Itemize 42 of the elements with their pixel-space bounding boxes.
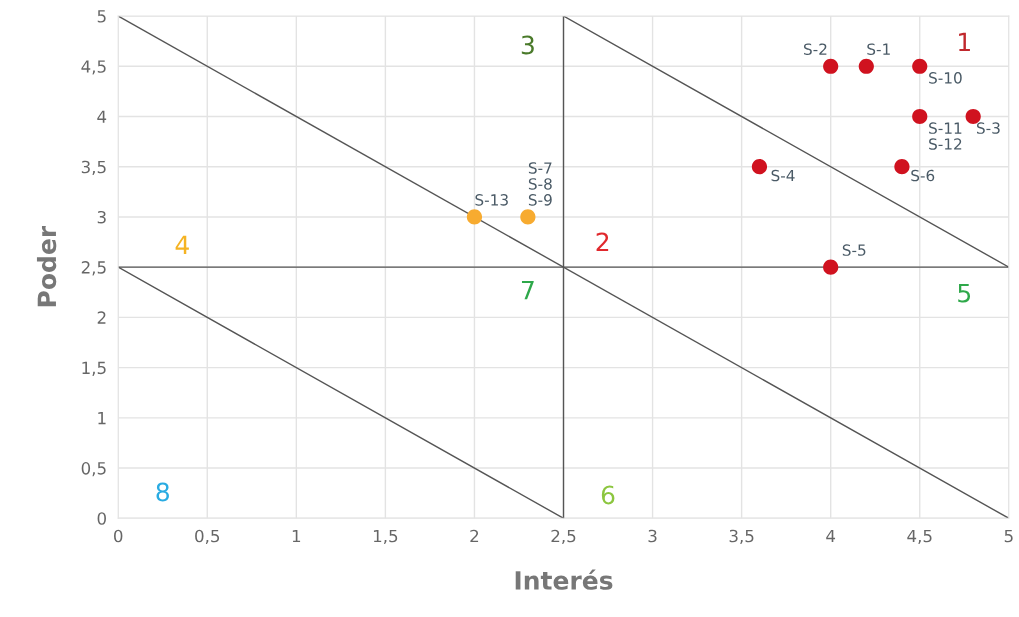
annotation: 1 — [959, 32, 970, 52]
y-axis-title: Poder — [36, 225, 57, 307]
x-tick-label: 2 — [470, 529, 479, 543]
x-tick-label: 4,5 — [907, 529, 932, 544]
x-axis-title: Interés — [515, 569, 613, 590]
x-tick-label: 3 — [648, 529, 657, 543]
data-label: S-11 S-12 — [929, 122, 962, 150]
annotation: 2 — [596, 232, 609, 251]
y-tick-label: 3,5 — [81, 160, 106, 175]
annotation: 4 — [175, 235, 189, 254]
annotation: 8 — [156, 482, 169, 502]
y-tick-label: 4 — [97, 110, 107, 123]
y-tick-label: 1,5 — [82, 361, 106, 376]
x-tick-label: 4 — [826, 529, 836, 543]
x-tick-label: 0 — [114, 529, 123, 543]
x-tick-label: 0,5 — [195, 529, 220, 544]
data-label: S-2 — [803, 43, 827, 55]
annotation: 7 — [521, 280, 534, 300]
x-tick-label: 5 — [1004, 529, 1013, 543]
y-tick-label: 3 — [97, 210, 106, 224]
data-label: S-7 S-8 S-9 — [528, 162, 552, 206]
y-tick-label: 1 — [98, 412, 106, 425]
annotation: 5 — [958, 283, 971, 303]
annotation: 3 — [521, 35, 534, 55]
y-tick-label: 4,5 — [81, 60, 106, 75]
data-label: S-13 — [475, 194, 508, 206]
data-label: S-1 — [867, 43, 890, 55]
annotation: 6 — [601, 485, 615, 505]
data-label: S-3 — [976, 122, 1000, 134]
x-tick-label: 1 — [292, 529, 301, 543]
y-tick-label: 2,5 — [81, 261, 106, 276]
y-tick-label: 0 — [97, 512, 106, 525]
x-tick-label: 1,5 — [373, 529, 398, 544]
data-label: S-4 — [771, 169, 795, 182]
x-tick-label: 3,5 — [729, 529, 754, 544]
y-tick-label: 0,5 — [81, 462, 106, 477]
data-label: S-10 — [929, 72, 962, 84]
data-label: S-5 — [842, 244, 866, 256]
x-tick-label: 2,5 — [551, 529, 576, 544]
y-tick-label: 5 — [97, 10, 106, 23]
data-label: S-6 — [911, 169, 935, 182]
y-tick-label: 2 — [97, 311, 106, 324]
